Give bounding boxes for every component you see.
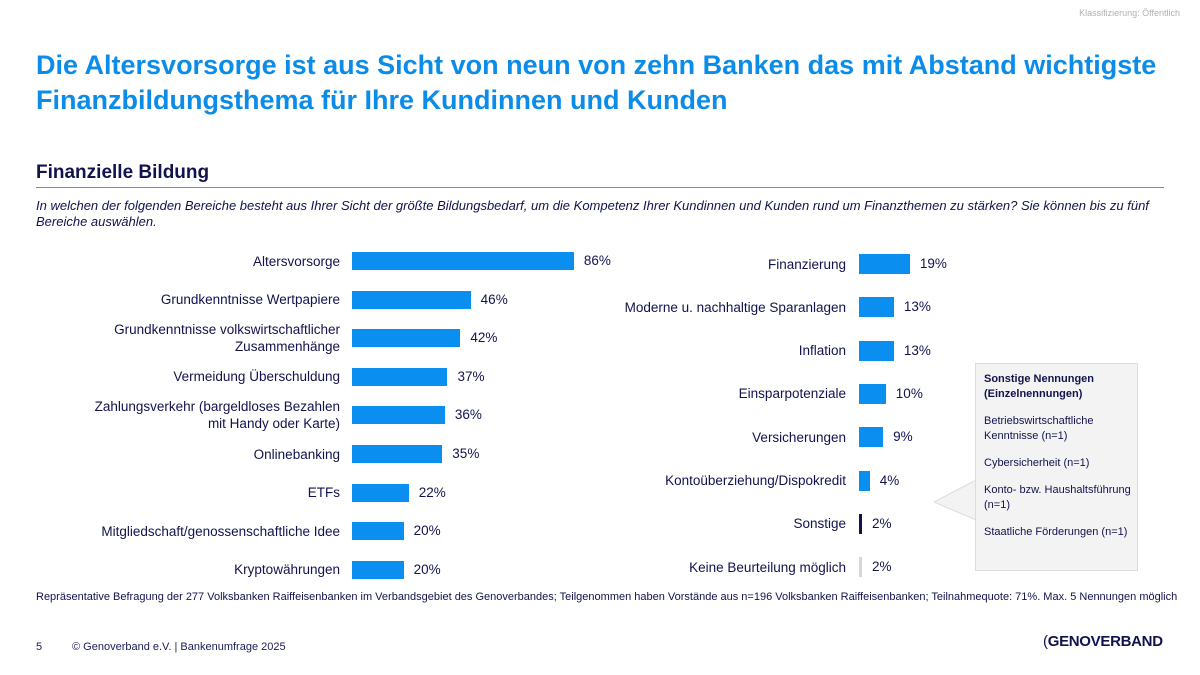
value-label: 13% (903, 299, 931, 315)
category-label: Versicherungen (752, 429, 846, 445)
callout-item: Staatliche Förderungen (n=1) (984, 526, 1128, 538)
value-label: 22% (418, 484, 446, 500)
category-label: Grundkenntnisse volkswirtschaftlicher Zu… (114, 322, 340, 355)
bar (859, 340, 894, 361)
bar (859, 513, 862, 534)
category-label: Finanzierung (767, 256, 846, 272)
category-label: Kontoüberziehung/Dispokredit (665, 473, 846, 488)
bar (859, 254, 910, 274)
callout-item: Konto- bzw. Haushaltsführung (n=1) (984, 484, 1131, 511)
value-label: 86% (583, 253, 611, 268)
bar (352, 445, 443, 463)
category-label: Grundkenntnisse Wertpapiere (160, 292, 340, 308)
bar (859, 297, 894, 318)
bar (352, 560, 404, 579)
bar (352, 329, 461, 348)
category-label: Einsparpotenziale (738, 386, 846, 402)
value-label: 42% (470, 330, 498, 346)
category-label: Mitgliedschaft/genossenschaftliche Idee (101, 523, 340, 539)
page-title: Die Altersvorsorge ist aus Sicht von neu… (36, 50, 1157, 115)
survey-question: In welchen der folgenden Bereiche besteh… (36, 198, 1149, 229)
category-label: Kryptowährungen (234, 562, 340, 578)
category-label: ETFs (307, 485, 340, 501)
bar (352, 406, 445, 425)
value-label: 46% (480, 291, 508, 307)
bar (859, 383, 886, 404)
value-label: 36% (454, 407, 482, 423)
section-title: Finanzielle Bildung (36, 162, 210, 183)
category-label: Vermeidung Überschuldung (173, 369, 340, 385)
bar (859, 557, 862, 578)
value-label: 13% (903, 342, 931, 358)
bar (859, 427, 884, 448)
category-label: Keine Beurteilung möglich (689, 559, 846, 575)
callout-item: Cybersicherheit (n=1) (984, 457, 1090, 469)
divider (36, 187, 1164, 188)
footnote: Repräsentative Befragung der 277 Volksba… (36, 591, 1178, 603)
value-label: 35% (452, 446, 480, 461)
callout-heading: Sonstige Nennungen (Einzelnennungen) (984, 373, 1094, 400)
value-label: 19% (919, 256, 947, 271)
bar (352, 290, 471, 309)
value-label: 4% (879, 472, 900, 488)
category-label: Inflation (798, 343, 846, 359)
bar (352, 367, 448, 386)
category-label: Zahlungsverkehr (bargeldloses Bezahlen m… (94, 399, 340, 432)
callout-other-mentions: Sonstige Nennungen (Einzelnennungen) Bet… (975, 363, 1138, 571)
value-label: 37% (457, 368, 485, 384)
category-label: Onlinebanking (253, 446, 340, 462)
category-label: Sonstige (793, 516, 846, 532)
value-label: 2% (872, 515, 892, 531)
bar (352, 483, 409, 502)
value-label: 9% (893, 429, 913, 445)
copyright: © Genoverband e.V. | Bankenumfrage 2025 (72, 641, 286, 653)
bar (352, 252, 574, 270)
callout-pointer (934, 480, 978, 521)
callout-item: Betriebswirtschaftliche Kenntnisse (n=1) (984, 415, 1094, 442)
bar (859, 470, 870, 491)
page-number: 5 (36, 641, 43, 653)
value-label: 20% (413, 561, 441, 577)
category-label: Altersvorsorge (252, 253, 340, 269)
value-label: 10% (895, 385, 923, 401)
category-label: Moderne u. nachhaltige Sparanlagen (624, 299, 846, 315)
genoverband-logo: (GENOVERBAND (1043, 633, 1163, 650)
classification-label: Klassifizierung: Öffentlich (1079, 8, 1180, 18)
value-label: 2% (872, 559, 892, 575)
value-label: 20% (413, 523, 441, 539)
bar (352, 522, 404, 541)
